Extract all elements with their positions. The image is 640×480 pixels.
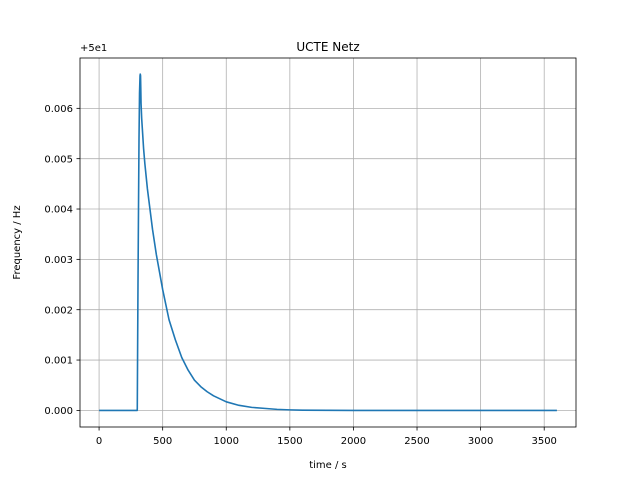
y-tick-label: 0.003 xyxy=(44,255,73,266)
x-tick-label: 2500 xyxy=(404,436,429,447)
y-tick-label: 0.004 xyxy=(44,205,73,216)
y-tick-label: 0.000 xyxy=(44,406,73,417)
series-layer xyxy=(99,73,557,412)
grid-lines xyxy=(80,58,576,427)
y-axis-offset-label: +5e1 xyxy=(80,43,107,54)
x-tick-label: 3500 xyxy=(531,436,556,447)
ticks-layer: 0 500 1000 1500 2000 2500 3000 3500 0.000 0.001 0.… xyxy=(44,104,557,447)
y-tick-label: 0.001 xyxy=(44,356,73,367)
axes-frame xyxy=(79,57,577,428)
x-tick-label: 500 xyxy=(153,436,172,447)
y-tick-label: 0.005 xyxy=(44,154,73,165)
y-tick-label: 0.002 xyxy=(44,305,73,316)
x-tick-label: 0 xyxy=(96,436,102,447)
chart-title: UCTE Netz xyxy=(296,40,359,54)
x-tick-label: 3000 xyxy=(468,436,493,447)
y-tick-label: 0.006 xyxy=(44,104,73,115)
y-axis-label: Frequency / Hz xyxy=(12,205,23,279)
x-axis-label: time / s xyxy=(309,460,347,471)
series-line xyxy=(99,73,557,412)
x-tick-label: 2000 xyxy=(341,436,366,447)
x-tick-label: 1500 xyxy=(277,436,302,447)
x-tick-label: 1000 xyxy=(214,436,239,447)
